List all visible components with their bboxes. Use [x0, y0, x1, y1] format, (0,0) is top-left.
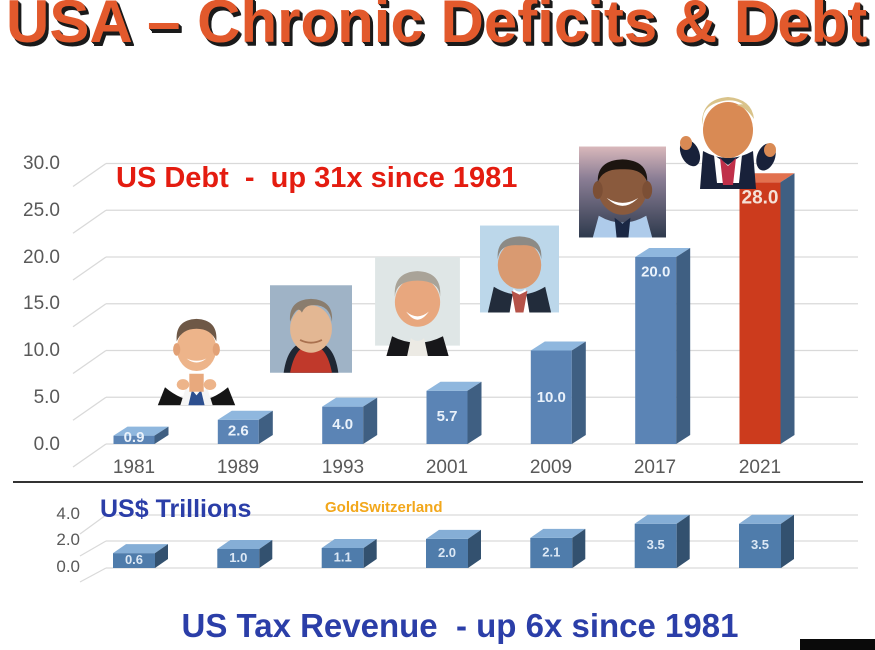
svg-text:3.5: 3.5: [751, 537, 769, 552]
svg-text:2.0: 2.0: [438, 545, 456, 560]
svg-text:3.5: 3.5: [647, 537, 665, 552]
svg-text:1.1: 1.1: [334, 550, 352, 565]
svg-text:0.6: 0.6: [125, 552, 143, 567]
svg-text:2.1: 2.1: [542, 545, 560, 560]
svg-text:1.0: 1.0: [229, 550, 247, 565]
